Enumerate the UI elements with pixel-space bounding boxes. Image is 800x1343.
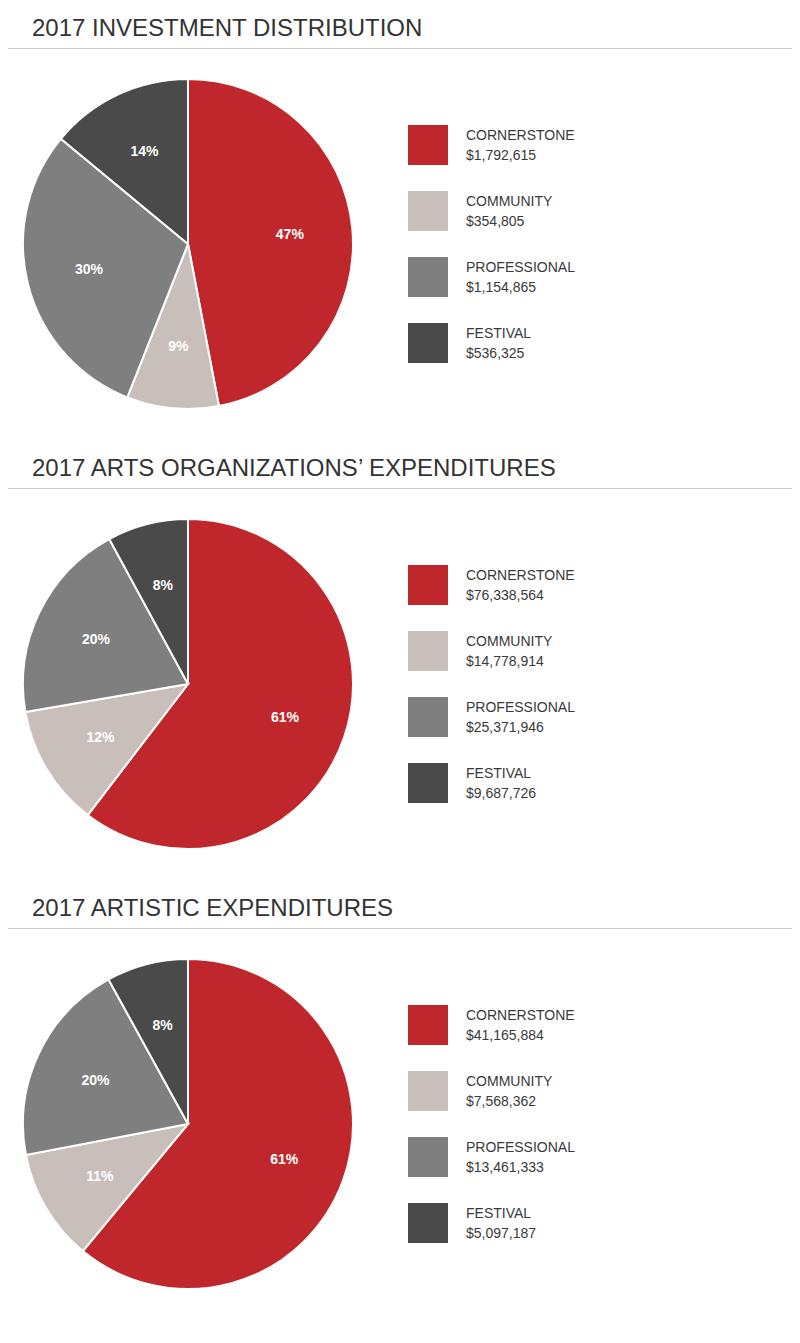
svg-text:61%: 61% xyxy=(270,1151,299,1167)
html-text:$41,165,884: $41,165,884 xyxy=(466,1027,544,1043)
html-text:FESTIVAL: FESTIVAL xyxy=(466,765,532,781)
html-text:$1,792,615: $1,792,615 xyxy=(466,147,537,163)
html-text:CORNERSTONE: CORNERSTONE xyxy=(466,567,575,583)
svg-text:8%: 8% xyxy=(153,577,174,593)
svg-text:47%: 47% xyxy=(276,226,305,242)
html-text:FESTIVAL: FESTIVAL xyxy=(466,1205,532,1221)
html-text:CORNERSTONE: CORNERSTONE xyxy=(466,127,575,143)
html-text:CORNERSTONE: CORNERSTONE xyxy=(466,1007,575,1023)
svg-text:20%: 20% xyxy=(81,1072,110,1088)
svg-text:8%: 8% xyxy=(152,1017,173,1033)
svg-text:11%: 11% xyxy=(86,1168,114,1184)
html-text:COMMUNITY: COMMUNITY xyxy=(466,633,553,649)
html-text:2017 ARTISTIC EXPENDITURES: 2017 ARTISTIC EXPENDITURES xyxy=(32,894,393,921)
svg-text:61%: 61% xyxy=(271,709,300,725)
html-text:$76,338,564: $76,338,564 xyxy=(466,587,544,603)
html-text:$13,461,333: $13,461,333 xyxy=(466,1159,544,1175)
html-text:FESTIVAL: FESTIVAL xyxy=(466,325,532,341)
html-text:$354,805: $354,805 xyxy=(466,213,525,229)
html-text:PROFESSIONAL: PROFESSIONAL xyxy=(466,1139,575,1155)
svg-text:14%: 14% xyxy=(130,143,159,159)
html-text:PROFESSIONAL: PROFESSIONAL xyxy=(466,699,575,715)
html-text:$9,687,726: $9,687,726 xyxy=(466,785,537,801)
svg-text:12%: 12% xyxy=(86,729,115,745)
svg-text:20%: 20% xyxy=(82,631,111,647)
html-text:COMMUNITY: COMMUNITY xyxy=(466,1073,553,1089)
html-text:$25,371,946: $25,371,946 xyxy=(466,719,544,735)
html-text:$14,778,914: $14,778,914 xyxy=(466,653,544,669)
html-text:2017 ARTS ORGANIZATIONS’ EXPEN: 2017 ARTS ORGANIZATIONS’ EXPENDITURES xyxy=(32,454,556,481)
html-text:$1,154,865: $1,154,865 xyxy=(466,279,537,295)
html-text:COMMUNITY: COMMUNITY xyxy=(466,193,553,209)
svg-text:30%: 30% xyxy=(75,261,104,277)
html-text:$7,568,362: $7,568,362 xyxy=(466,1093,537,1109)
html-text:PROFESSIONAL: PROFESSIONAL xyxy=(466,259,575,275)
svg-text:9%: 9% xyxy=(168,338,189,354)
html-text:$536,325: $536,325 xyxy=(466,345,525,361)
html-text:$5,097,187: $5,097,187 xyxy=(466,1225,537,1241)
html-text:2017 INVESTMENT DISTRIBUTION: 2017 INVESTMENT DISTRIBUTION xyxy=(32,14,423,41)
